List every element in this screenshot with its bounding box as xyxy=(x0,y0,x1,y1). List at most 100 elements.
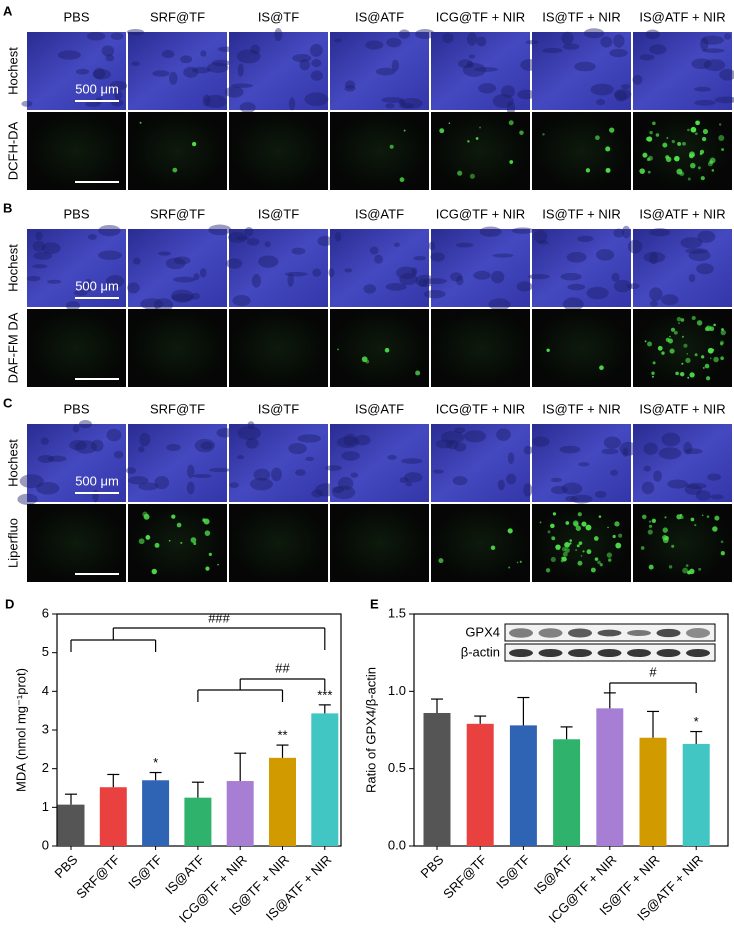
fluorescence xyxy=(542,133,545,136)
fluorescence xyxy=(694,524,697,527)
tissue-texture xyxy=(299,59,310,71)
tissue-texture xyxy=(170,289,194,303)
micrograph xyxy=(229,32,328,110)
tissue-texture xyxy=(350,472,359,478)
tissue-texture xyxy=(622,225,631,239)
fluorescence xyxy=(700,176,705,181)
tissue-texture xyxy=(685,248,709,254)
column-label: IS@TF + NIR xyxy=(542,9,621,24)
fluorescence xyxy=(706,515,710,518)
micrograph xyxy=(229,112,328,190)
fluorescence xyxy=(138,538,145,545)
tissue-texture xyxy=(578,462,590,467)
fluorescence xyxy=(666,137,669,139)
x-tick-label: IS@TF xyxy=(125,852,165,892)
tissue-texture xyxy=(154,476,170,490)
fluorescence xyxy=(657,345,663,351)
fluorescence xyxy=(661,351,665,355)
fluorescence xyxy=(652,121,656,126)
fluorescence xyxy=(669,348,675,354)
tissue-texture xyxy=(542,48,563,54)
fluorescence xyxy=(679,371,685,377)
fluorescence xyxy=(615,542,622,549)
fluorescence xyxy=(586,549,592,555)
bar xyxy=(466,723,494,846)
tissue-texture xyxy=(561,31,574,45)
fluorescence xyxy=(704,363,710,369)
tissue-texture xyxy=(381,97,404,104)
tissue-texture xyxy=(153,298,174,312)
tissue-texture xyxy=(235,235,250,241)
tissue-texture xyxy=(650,300,658,307)
tissue-texture xyxy=(208,467,231,473)
tissue-texture xyxy=(190,292,201,300)
tissue-texture xyxy=(466,32,478,46)
tissue-texture xyxy=(291,247,306,255)
tissue-texture xyxy=(126,28,145,36)
significance: ** xyxy=(277,728,287,743)
fluorescence xyxy=(578,541,583,545)
fluorescence xyxy=(652,361,656,365)
tissue-texture xyxy=(152,70,170,77)
fluorescence xyxy=(641,514,647,520)
micrograph xyxy=(128,229,227,307)
fluorescence xyxy=(713,356,719,363)
fluorescence xyxy=(172,167,178,173)
fluorescence xyxy=(585,168,591,173)
fluorescence xyxy=(718,135,725,142)
tissue-texture xyxy=(295,469,306,476)
fluorescence xyxy=(675,371,679,376)
fluorescence xyxy=(208,552,212,557)
fluorescence xyxy=(180,541,183,544)
fluorescence xyxy=(647,341,653,347)
y-tick-label: 1 xyxy=(42,799,49,814)
x-tick-label: IS@TF xyxy=(493,852,533,892)
tissue-texture xyxy=(649,287,663,302)
tissue-texture xyxy=(523,483,533,497)
tissue-texture xyxy=(187,464,195,478)
fluorescence xyxy=(714,515,720,521)
tissue-texture xyxy=(47,455,67,462)
significance: * xyxy=(153,755,158,770)
tissue-texture xyxy=(590,83,614,96)
fluorescence xyxy=(681,335,685,338)
tissue-texture xyxy=(565,495,578,502)
fluorescence xyxy=(701,514,704,517)
tissue-texture xyxy=(667,479,688,489)
tissue-texture xyxy=(614,90,628,102)
tissue-texture xyxy=(574,61,596,72)
tissue-texture xyxy=(17,493,38,505)
fluorescence xyxy=(479,126,481,129)
tissue-texture xyxy=(697,230,716,243)
tissue-texture xyxy=(463,430,487,443)
tissue-texture xyxy=(180,55,193,64)
column-label: IS@TF xyxy=(258,206,299,221)
tissue-texture xyxy=(385,103,395,109)
tissue-texture xyxy=(683,442,693,455)
micrograph xyxy=(633,424,732,502)
tissue-texture xyxy=(247,421,255,430)
tissue-texture xyxy=(236,455,245,460)
blot-label: GPX4 xyxy=(465,624,500,639)
tissue-texture xyxy=(639,54,655,61)
fluorescence xyxy=(702,128,709,135)
tissue-texture xyxy=(550,477,562,483)
fluorescence xyxy=(682,141,686,146)
column-label: IS@TF + NIR xyxy=(542,401,621,416)
tissue-texture xyxy=(586,286,609,300)
tissue-texture xyxy=(405,481,413,487)
tissue-texture xyxy=(186,481,195,495)
micrograph xyxy=(431,424,530,502)
tissue-texture xyxy=(609,48,628,58)
tissue-texture xyxy=(566,251,587,263)
micrograph xyxy=(330,504,429,582)
tissue-texture xyxy=(653,470,662,482)
fluorescence xyxy=(569,539,573,542)
fluorescence xyxy=(695,120,700,126)
tissue-texture xyxy=(476,36,487,47)
fluorescence xyxy=(618,533,623,538)
fluorescence xyxy=(665,156,672,163)
fluorescence xyxy=(384,347,390,353)
blot-band xyxy=(686,628,710,638)
